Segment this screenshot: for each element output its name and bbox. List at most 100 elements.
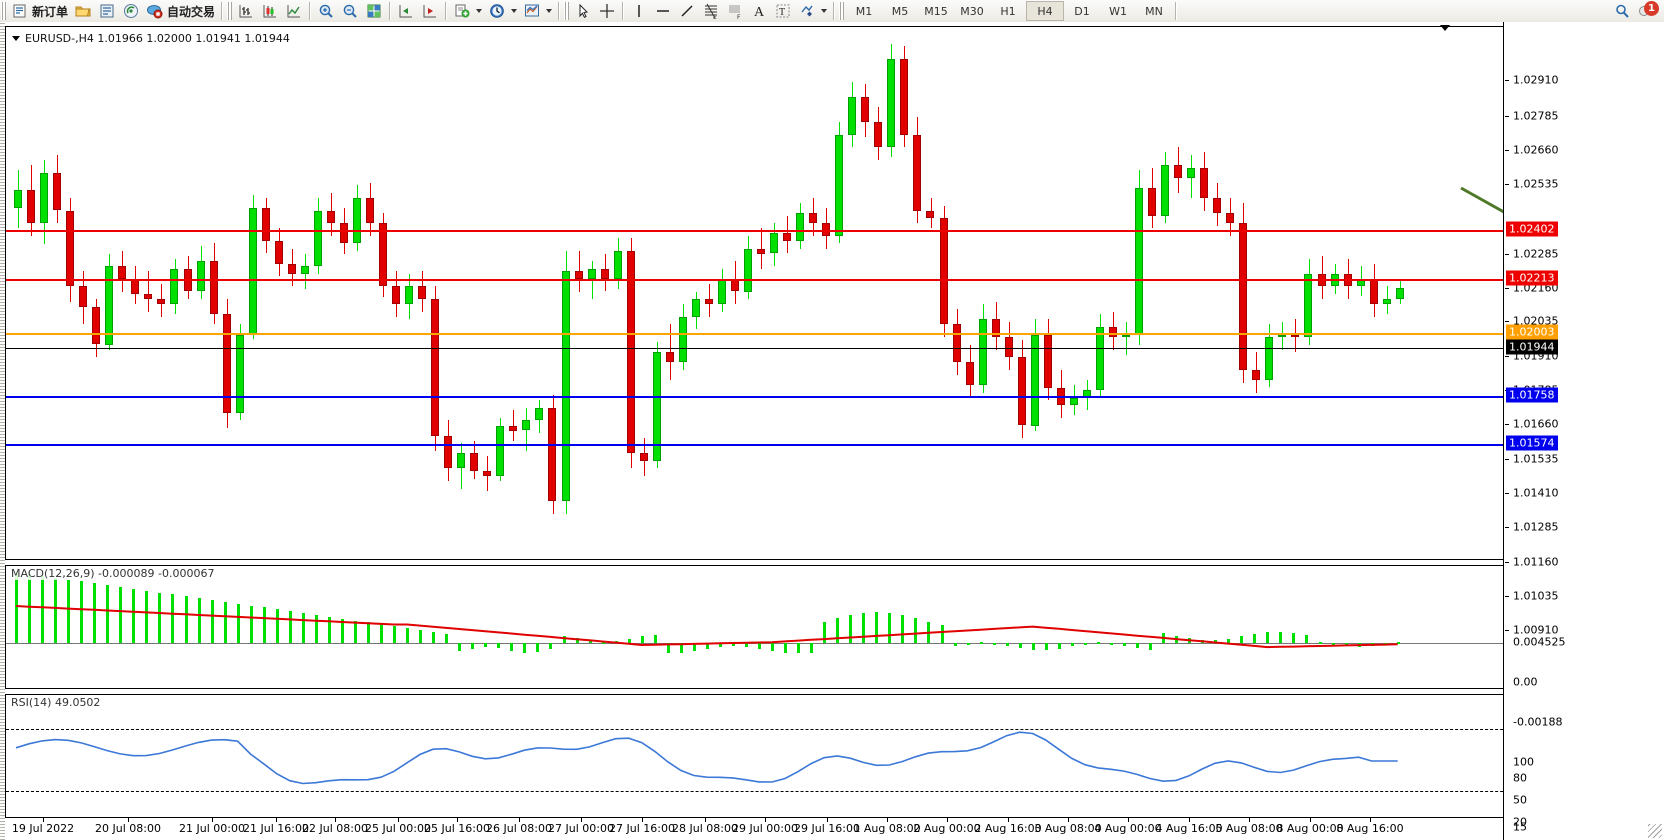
toolbar-grip-2[interactable] [227,2,233,20]
add-indicator-button[interactable] [450,1,485,21]
macd-histogram-bar [353,620,357,643]
templates-button[interactable] [520,1,555,21]
time-axis[interactable]: 19 Jul 2022 20 Jul 08:00 21 Jul 00:00 21 Ju… [5,817,1504,840]
price-tag-black[interactable]: 1.01944 [1506,339,1558,355]
chart-menu-caret-icon[interactable] [12,36,20,41]
macd-histogram-bar [1240,636,1244,643]
auto-scroll-button[interactable] [418,1,442,21]
time-tick-mark [128,818,129,822]
level-line-resistance-1[interactable] [6,230,1663,232]
time-tick-mark [827,818,828,822]
search-button[interactable] [1610,1,1634,21]
level-line-pivot[interactable] [6,333,1663,335]
price-axis[interactable]: 1.02910 1.02785 1.02660 1.02535 1.02285 1.021… [1503,22,1664,840]
macd-histogram-bar [562,635,566,643]
macd-histogram-bar [406,628,409,643]
vertical-line-icon [630,2,648,20]
level-line-support-2[interactable] [6,444,1663,446]
macd-histogram-bar [1123,642,1126,646]
auto-scroll-icon [421,2,439,20]
zoom-out-button[interactable] [338,1,362,21]
macd-panel[interactable]: MACD(12,26,9) -0.000089 -0.000067 [5,565,1664,689]
macd-histogram-bar [588,640,592,643]
chevron-down-icon[interactable] [546,9,553,13]
price-tick-label: 1.01285 [1513,520,1559,534]
macd-histogram-bar [119,586,123,643]
label-button[interactable]: T [771,1,795,21]
macd-histogram-bar [432,631,436,643]
timeframe-m15[interactable]: M15 [924,4,948,18]
toolbar-grip-3[interactable] [564,2,570,20]
grid-button[interactable] [362,1,386,21]
chevron-down-icon[interactable] [511,9,518,13]
objects-button[interactable] [795,1,830,21]
notifications-button[interactable]: 1 [1634,1,1659,21]
trendline-button[interactable] [675,1,699,21]
macd-histogram-bar [67,579,71,643]
toolbar-grip-1[interactable] [1,2,6,20]
clock-icon [488,2,506,20]
folder-button[interactable] [71,1,95,21]
zoom-in-button[interactable] [314,1,338,21]
timeframe-m30[interactable]: M30 [960,4,984,18]
fibonacci-fan-button[interactable]: F [723,1,747,21]
data-window-button[interactable] [95,1,119,21]
resize-grip[interactable] [1648,824,1662,838]
rsi-tick-label: 80 [1513,771,1527,785]
timeframe-mn[interactable]: MN [1145,4,1163,18]
cursor-button[interactable] [571,1,595,21]
time-tick-label: 28 Jul 08:00 [672,822,738,835]
candlestick-chart-button[interactable] [258,1,282,21]
grid-icon [365,2,383,20]
macd-histogram-bar [1253,633,1257,643]
price-tick-label: 1.01660 [1513,417,1559,431]
text-button[interactable]: A [747,1,771,21]
price-panel[interactable]: EURUSD-,H4 1.01966 1.02000 1.01941 1.019… [5,26,1664,560]
level-line-resistance-2[interactable] [6,279,1663,281]
signals-button[interactable] [119,1,143,21]
period-button[interactable] [485,1,520,21]
price-tag-blue[interactable]: 1.01758 [1506,387,1558,403]
zoom-out-icon [341,2,359,20]
price-tag-red[interactable]: 1.02213 [1506,270,1558,286]
level-line-bid[interactable] [6,348,1663,349]
timeframe-h1[interactable]: H1 [1000,4,1016,18]
price-tag-red[interactable]: 1.02402 [1506,221,1558,237]
chevron-down-icon[interactable] [476,9,483,13]
price-tick-mark [1505,562,1509,563]
chart-collapse-caret-icon[interactable] [1440,25,1450,31]
line-chart-button[interactable] [282,1,306,21]
new-order-button[interactable]: 新订单 [8,1,71,21]
timeframe-m1[interactable]: M1 [855,4,873,18]
vertical-line-button[interactable] [627,1,651,21]
timeframe-m5[interactable]: M5 [891,4,909,18]
price-tick-label: 1.01535 [1513,452,1559,466]
level-line-support-1[interactable] [6,396,1663,398]
macd-histogram-bar [1109,642,1113,645]
time-tick-mark [212,818,213,822]
fibonacci-button[interactable]: E [699,1,723,21]
price-tick-label: 1.01035 [1513,589,1559,603]
autotrade-button[interactable]: 自动交易 [143,1,218,21]
price-tag-orange[interactable]: 1.02003 [1506,324,1558,340]
toolbar-grip-4[interactable] [839,2,845,20]
chart-left-grip[interactable] [0,22,5,840]
time-tick-mark [887,818,888,822]
price-tag-blue[interactable]: 1.01574 [1506,435,1558,451]
price-tick-mark [1505,116,1509,117]
crosshair-button[interactable] [595,1,619,21]
timeframe-d1[interactable]: D1 [1074,4,1090,18]
timeframe-w1[interactable]: W1 [1109,4,1127,18]
bar-chart-button[interactable] [234,1,258,21]
macd-histogram-bar [54,577,58,643]
chevron-down-icon[interactable] [821,9,828,13]
horizontal-line-button[interactable] [651,1,675,21]
rsi-panel[interactable]: RSI(14) 49.0502 [5,694,1664,818]
timeframe-h4[interactable]: H4 [1026,1,1065,21]
rsi-level-80 [6,729,1663,731]
chart-area[interactable]: EURUSD-,H4 1.01966 1.02000 1.01941 1.019… [0,22,1664,840]
shift-chart-button[interactable] [394,1,418,21]
macd-histogram-bar [249,605,253,643]
macd-histogram-bar [888,612,892,643]
macd-histogram-bar [1396,641,1400,644]
